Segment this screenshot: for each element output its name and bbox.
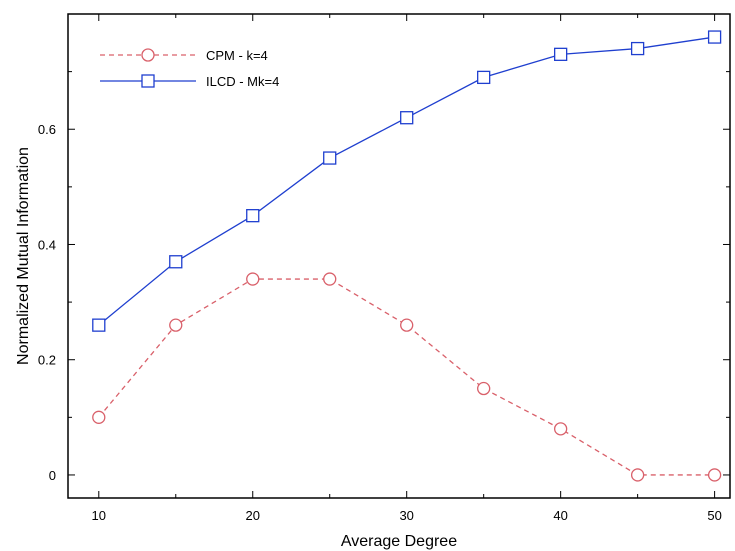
data-point-square [400,111,414,125]
data-point-square [477,70,491,85]
series-line [98,278,715,476]
data-point-square [554,47,568,61]
data-point-circle [92,410,106,424]
x-tick-label: 20 [246,508,260,523]
y-axis: 0 0.2 0.4 0.6 [38,71,730,483]
x-axis-title: Average Degree [341,533,457,550]
data-point-circle [554,422,568,436]
series-layer [92,30,722,482]
data-point-circle [477,381,491,396]
data-point-square [707,30,722,44]
y-tick-label: 0.2 [38,353,56,368]
legend-label: ILCD - Mk=4 [206,74,279,89]
legend-item: ILCD - Mk=4 [100,74,279,89]
y-tick-label: 0.4 [38,237,56,252]
data-point-square [169,255,183,269]
legend-label: CPM - k=4 [206,48,268,63]
data-point-circle [400,318,414,332]
data-point-square [246,209,260,223]
y-tick-label: 0.6 [38,122,56,137]
y-tick-label: 0 [49,468,56,483]
x-tick-label: 10 [92,508,106,523]
data-point-square [92,318,106,332]
data-point-circle [169,318,183,332]
y-axis-title: Normalized Mutual Information [15,147,32,365]
series-2 [92,30,722,332]
legend-marker-circle [141,48,155,62]
data-point-square [323,151,337,165]
legend-marker-square [141,74,155,88]
plot-frame [67,13,731,499]
x-axis: 10 20 30 40 50 [92,14,722,523]
x-tick-label: 30 [399,508,413,523]
x-tick-label: 40 [553,508,567,523]
series-1 [92,272,722,482]
data-point-circle [707,468,722,482]
legend: CPM - k=4 ILCD - Mk=4 [100,48,279,89]
x-tick-label: 50 [707,508,721,523]
series-line [98,36,715,326]
data-point-circle [630,468,645,482]
data-point-square [630,41,645,56]
data-point-circle [323,272,337,286]
legend-item: CPM - k=4 [100,48,268,63]
data-point-circle [246,272,260,286]
